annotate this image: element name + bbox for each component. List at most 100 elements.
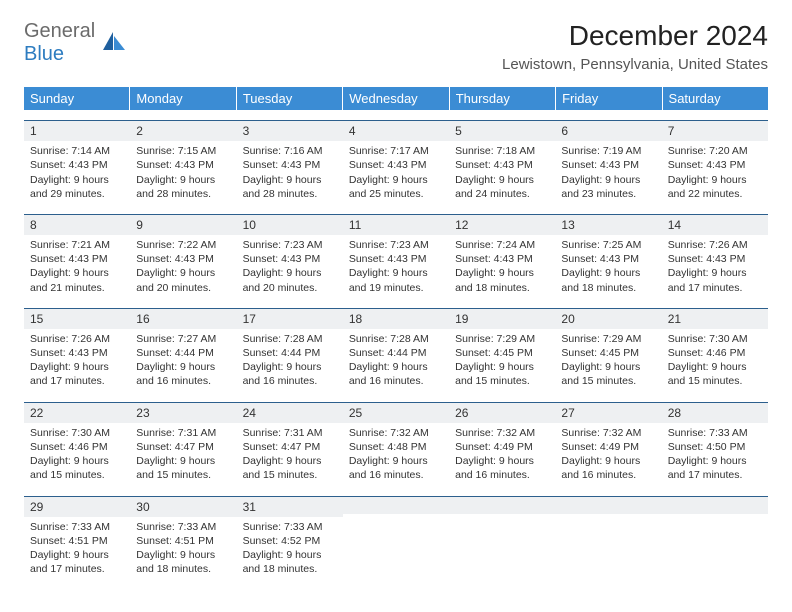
sunset-line: Sunset: 4:43 PM [668, 252, 762, 266]
day-cell: 18Sunrise: 7:28 AMSunset: 4:44 PMDayligh… [343, 308, 449, 392]
day-body: Sunrise: 7:29 AMSunset: 4:45 PMDaylight:… [555, 329, 661, 392]
day-body: Sunrise: 7:30 AMSunset: 4:46 PMDaylight:… [662, 329, 768, 392]
sunrise-line: Sunrise: 7:32 AM [455, 426, 549, 440]
sunrise-line: Sunrise: 7:26 AM [668, 238, 762, 252]
col-tuesday: Tuesday [237, 87, 343, 110]
title-block: December 2024 Lewistown, Pennsylvania, U… [502, 20, 768, 73]
daylight-line: Daylight: 9 hours and 28 minutes. [243, 173, 337, 201]
sunrise-line: Sunrise: 7:28 AM [349, 332, 443, 346]
sunset-line: Sunset: 4:47 PM [136, 440, 230, 454]
daylight-line: Daylight: 9 hours and 15 minutes. [136, 454, 230, 482]
day-cell: 9Sunrise: 7:22 AMSunset: 4:43 PMDaylight… [130, 214, 236, 298]
sunrise-line: Sunrise: 7:30 AM [668, 332, 762, 346]
day-number: 3 [237, 120, 343, 141]
day-body: Sunrise: 7:28 AMSunset: 4:44 PMDaylight:… [343, 329, 449, 392]
col-saturday: Saturday [663, 87, 768, 110]
sunset-line: Sunset: 4:43 PM [30, 158, 124, 172]
day-cell: 8Sunrise: 7:21 AMSunset: 4:43 PMDaylight… [24, 214, 130, 298]
daylight-line: Daylight: 9 hours and 20 minutes. [243, 266, 337, 294]
sunset-line: Sunset: 4:45 PM [561, 346, 655, 360]
sunrise-line: Sunrise: 7:23 AM [349, 238, 443, 252]
sunrise-line: Sunrise: 7:26 AM [30, 332, 124, 346]
sunset-line: Sunset: 4:43 PM [668, 158, 762, 172]
day-cell: 7Sunrise: 7:20 AMSunset: 4:43 PMDaylight… [662, 120, 768, 204]
day-body: Sunrise: 7:33 AMSunset: 4:50 PMDaylight:… [662, 423, 768, 486]
day-cell: 26Sunrise: 7:32 AMSunset: 4:49 PMDayligh… [449, 402, 555, 486]
day-number: 31 [237, 496, 343, 517]
daylight-line: Daylight: 9 hours and 16 minutes. [349, 360, 443, 388]
daylight-line: Daylight: 9 hours and 29 minutes. [30, 173, 124, 201]
daylight-line: Daylight: 9 hours and 21 minutes. [30, 266, 124, 294]
sunset-line: Sunset: 4:43 PM [136, 158, 230, 172]
day-number [555, 496, 661, 514]
daylight-line: Daylight: 9 hours and 17 minutes. [668, 454, 762, 482]
day-cell: 22Sunrise: 7:30 AMSunset: 4:46 PMDayligh… [24, 402, 130, 486]
col-thursday: Thursday [450, 87, 556, 110]
day-body: Sunrise: 7:28 AMSunset: 4:44 PMDaylight:… [237, 329, 343, 392]
day-number: 25 [343, 402, 449, 423]
day-number: 21 [662, 308, 768, 329]
day-body: Sunrise: 7:25 AMSunset: 4:43 PMDaylight:… [555, 235, 661, 298]
day-cell: 31Sunrise: 7:33 AMSunset: 4:52 PMDayligh… [237, 496, 343, 580]
daylight-line: Daylight: 9 hours and 23 minutes. [561, 173, 655, 201]
daylight-line: Daylight: 9 hours and 25 minutes. [349, 173, 443, 201]
daylight-line: Daylight: 9 hours and 15 minutes. [668, 360, 762, 388]
header: General Blue December 2024 Lewistown, Pe… [24, 20, 768, 73]
week-row: 22Sunrise: 7:30 AMSunset: 4:46 PMDayligh… [24, 402, 768, 486]
day-body: Sunrise: 7:32 AMSunset: 4:49 PMDaylight:… [555, 423, 661, 486]
sunset-line: Sunset: 4:43 PM [243, 158, 337, 172]
day-number: 11 [343, 214, 449, 235]
sunrise-line: Sunrise: 7:29 AM [455, 332, 549, 346]
day-number [343, 496, 449, 514]
sunset-line: Sunset: 4:51 PM [30, 534, 124, 548]
daylight-line: Daylight: 9 hours and 19 minutes. [349, 266, 443, 294]
sunrise-line: Sunrise: 7:20 AM [668, 144, 762, 158]
sunrise-line: Sunrise: 7:29 AM [561, 332, 655, 346]
day-body: Sunrise: 7:29 AMSunset: 4:45 PMDaylight:… [449, 329, 555, 392]
week-row: 1Sunrise: 7:14 AMSunset: 4:43 PMDaylight… [24, 120, 768, 204]
day-cell: 2Sunrise: 7:15 AMSunset: 4:43 PMDaylight… [130, 120, 236, 204]
sunset-line: Sunset: 4:44 PM [243, 346, 337, 360]
daylight-line: Daylight: 9 hours and 17 minutes. [668, 266, 762, 294]
day-cell: 4Sunrise: 7:17 AMSunset: 4:43 PMDaylight… [343, 120, 449, 204]
sunset-line: Sunset: 4:43 PM [136, 252, 230, 266]
day-number: 30 [130, 496, 236, 517]
day-number: 20 [555, 308, 661, 329]
day-cell: 25Sunrise: 7:32 AMSunset: 4:48 PMDayligh… [343, 402, 449, 486]
day-body: Sunrise: 7:21 AMSunset: 4:43 PMDaylight:… [24, 235, 130, 298]
sunset-line: Sunset: 4:49 PM [561, 440, 655, 454]
sunrise-line: Sunrise: 7:32 AM [349, 426, 443, 440]
day-number: 27 [555, 402, 661, 423]
day-number: 16 [130, 308, 236, 329]
daylight-line: Daylight: 9 hours and 16 minutes. [349, 454, 443, 482]
day-cell: 13Sunrise: 7:25 AMSunset: 4:43 PMDayligh… [555, 214, 661, 298]
day-cell: 21Sunrise: 7:30 AMSunset: 4:46 PMDayligh… [662, 308, 768, 392]
day-body: Sunrise: 7:31 AMSunset: 4:47 PMDaylight:… [237, 423, 343, 486]
sunrise-line: Sunrise: 7:19 AM [561, 144, 655, 158]
day-number: 4 [343, 120, 449, 141]
day-cell: 12Sunrise: 7:24 AMSunset: 4:43 PMDayligh… [449, 214, 555, 298]
day-cell: 29Sunrise: 7:33 AMSunset: 4:51 PMDayligh… [24, 496, 130, 580]
daylight-line: Daylight: 9 hours and 18 minutes. [561, 266, 655, 294]
location: Lewistown, Pennsylvania, United States [502, 56, 768, 73]
day-body: Sunrise: 7:19 AMSunset: 4:43 PMDaylight:… [555, 141, 661, 204]
sunset-line: Sunset: 4:43 PM [455, 158, 549, 172]
week-row: 8Sunrise: 7:21 AMSunset: 4:43 PMDaylight… [24, 214, 768, 298]
sunrise-line: Sunrise: 7:31 AM [243, 426, 337, 440]
day-body: Sunrise: 7:23 AMSunset: 4:43 PMDaylight:… [237, 235, 343, 298]
sunset-line: Sunset: 4:46 PM [30, 440, 124, 454]
col-wednesday: Wednesday [343, 87, 449, 110]
day-cell [343, 496, 449, 580]
sunset-line: Sunset: 4:43 PM [30, 346, 124, 360]
day-body: Sunrise: 7:14 AMSunset: 4:43 PMDaylight:… [24, 141, 130, 204]
day-cell: 16Sunrise: 7:27 AMSunset: 4:44 PMDayligh… [130, 308, 236, 392]
day-cell: 20Sunrise: 7:29 AMSunset: 4:45 PMDayligh… [555, 308, 661, 392]
sunrise-line: Sunrise: 7:33 AM [668, 426, 762, 440]
sunset-line: Sunset: 4:45 PM [455, 346, 549, 360]
sunrise-line: Sunrise: 7:14 AM [30, 144, 124, 158]
week-row: 15Sunrise: 7:26 AMSunset: 4:43 PMDayligh… [24, 308, 768, 392]
day-number: 14 [662, 214, 768, 235]
day-body: Sunrise: 7:32 AMSunset: 4:48 PMDaylight:… [343, 423, 449, 486]
day-number: 17 [237, 308, 343, 329]
daylight-line: Daylight: 9 hours and 16 minutes. [136, 360, 230, 388]
